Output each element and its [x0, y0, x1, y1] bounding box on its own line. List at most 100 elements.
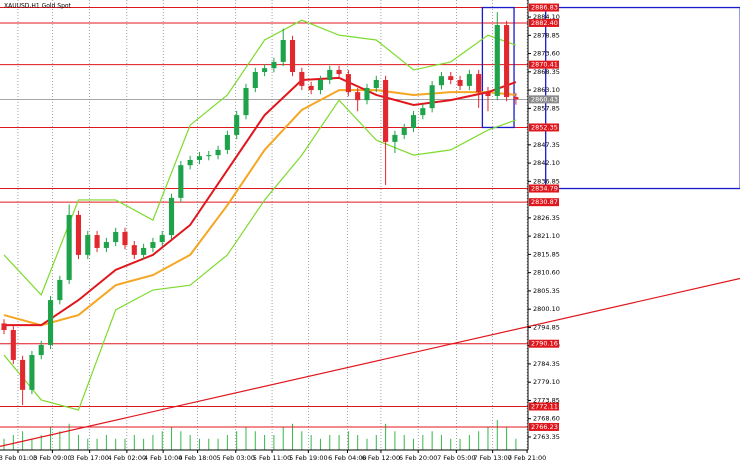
candle-body [466, 74, 472, 86]
level-label: 2830.87 [531, 198, 558, 206]
y-tick-label: 2768.60 [533, 415, 560, 423]
candle-body [383, 79, 389, 142]
candle-body [234, 115, 240, 135]
x-tick-label: 5 Feb 19:00 [289, 454, 328, 462]
candle-body [94, 235, 100, 248]
y-tick-label: 2794.85 [533, 323, 560, 331]
candle-body [10, 330, 16, 360]
candle-body [410, 115, 417, 128]
candle-body [159, 235, 165, 243]
level-label-box [529, 123, 559, 132]
candle-body [103, 242, 109, 248]
candle-body [262, 68, 268, 72]
indicator-line [3, 89, 516, 327]
candle-body [317, 79, 324, 91]
candle-body [289, 39, 296, 72]
candle-body [29, 355, 35, 390]
y-tick-label: 2868.35 [533, 68, 560, 76]
y-tick-label: 2857.85 [533, 104, 560, 112]
candle-body [1, 323, 7, 331]
x-tick-label: 7 Feb 21:00 [508, 454, 547, 462]
candle-body [224, 134, 230, 150]
indicator-line [3, 19, 517, 297]
x-tick-label: 4 Feb 18:00 [178, 454, 217, 462]
level-label-box [529, 339, 559, 348]
candle-body [364, 87, 370, 101]
y-tick-label: 2805.35 [533, 287, 560, 295]
candle-body [494, 25, 500, 96]
y-tick-label: 2815.85 [533, 250, 560, 258]
candle-body [206, 155, 212, 157]
level-label: 2766.23 [531, 423, 558, 431]
y-tick-label: 2847.35 [533, 141, 560, 149]
chart-title: XAUUSD,H1 Gold Spot [4, 3, 72, 10]
level-label-box [529, 402, 559, 411]
candle-body [308, 85, 314, 91]
candle-body [457, 79, 463, 86]
y-tick-label: 2784.35 [533, 360, 560, 368]
candle-body [215, 149, 221, 156]
x-tick-label: 3 Feb 09:00 [33, 454, 72, 462]
x-tick-label: 6 Feb 04:00 [328, 454, 367, 462]
candle-body [57, 279, 63, 301]
candle-body [187, 159, 193, 166]
y-tick-label: 2878.85 [533, 31, 560, 39]
candle-body [336, 69, 342, 75]
candle-body [271, 61, 277, 69]
level-label-box [529, 198, 559, 207]
candle-body [113, 231, 119, 243]
y-tick-label: 2873.60 [533, 50, 560, 58]
y-tick-label: 2810.60 [533, 269, 560, 277]
level-label-box [529, 184, 559, 193]
candle-body [420, 108, 426, 116]
candle-body [476, 74, 482, 93]
candle-body [299, 71, 305, 86]
x-tick-label: 5 Feb 03:00 [216, 454, 255, 462]
y-tick-label: 2836.85 [533, 177, 560, 185]
y-tick-label: 2779.10 [533, 378, 560, 386]
x-tick-label: 7 Feb 13:00 [473, 454, 512, 462]
x-tick-label: 5 Feb 11:00 [253, 454, 292, 462]
current-price-box [529, 95, 559, 104]
candle-body [280, 39, 286, 62]
candle-body [448, 76, 454, 80]
x-tick-label: 7 Feb 05:00 [437, 454, 476, 462]
y-tick-label: 2821.10 [533, 232, 560, 240]
candle-body [168, 197, 175, 236]
candle-body [150, 242, 156, 248]
candle-body [66, 214, 72, 280]
candle-body [131, 245, 137, 255]
candle-body [345, 74, 351, 93]
level-label-box [529, 3, 559, 12]
candle-body [438, 76, 445, 86]
x-tick-label: 6 Feb 12:00 [362, 454, 401, 462]
y-tick-label: 2773.85 [533, 396, 560, 404]
candle-body [252, 71, 258, 88]
x-tick-label: 4 Feb 10:00 [144, 454, 183, 462]
candle-body [122, 231, 128, 246]
candle-body [178, 165, 184, 198]
candle-body [327, 69, 333, 80]
candle-body [85, 235, 91, 255]
candle-body [20, 359, 26, 390]
candle-body [429, 85, 435, 109]
x-tick-label: 4 Feb 02:00 [108, 454, 147, 462]
candle-body [75, 214, 82, 255]
level-label: 2852.35 [531, 123, 558, 131]
candle-body [504, 25, 510, 98]
y-tick-label: 2842.10 [533, 159, 560, 167]
x-tick-label: 6 Feb 20:00 [399, 454, 438, 462]
level-label: 2886.83 [531, 4, 558, 12]
back-layer [0, 0, 528, 450]
level-label: 2870.41 [531, 61, 558, 69]
level-label: 2834.79 [531, 185, 558, 193]
candle-body [47, 300, 54, 345]
indicator-line [4, 76, 517, 327]
trendline [0, 277, 740, 447]
level-label-box [529, 18, 559, 27]
candle-body [196, 156, 203, 160]
level-label: 2882.40 [531, 19, 558, 27]
candle-body [38, 344, 44, 356]
y-tick-label: 2763.35 [533, 433, 560, 441]
